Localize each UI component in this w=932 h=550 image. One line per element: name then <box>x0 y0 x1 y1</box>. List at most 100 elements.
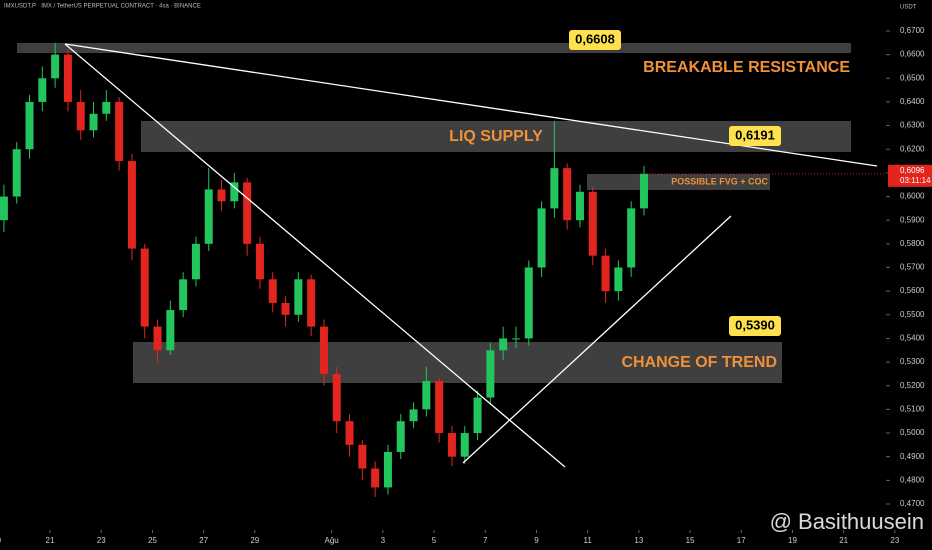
candle-body <box>563 168 572 221</box>
candle-body <box>76 101 85 131</box>
candle-body <box>383 451 392 488</box>
axis-unit: USDT <box>900 5 917 11</box>
candle-body <box>371 468 380 488</box>
x-tick-label: 17 <box>737 536 746 545</box>
x-tick-label: 11 <box>583 536 592 545</box>
y-tick-label: 0,5700 <box>900 263 925 272</box>
x-tick-label: Ağu <box>325 536 339 545</box>
price-badge <box>569 30 621 50</box>
candle-body <box>319 326 328 374</box>
candle-body <box>345 421 354 445</box>
y-tick-label: 0,5400 <box>900 334 925 343</box>
candle-body <box>38 78 47 102</box>
candle-body <box>179 279 188 311</box>
y-tick-label: 0,6700 <box>900 26 925 35</box>
candle-body <box>486 350 495 398</box>
y-tick-label: 0,6300 <box>900 121 925 130</box>
candle-body <box>460 433 469 457</box>
x-tick-label: 23 <box>890 536 899 545</box>
candle-body <box>537 208 546 268</box>
candle-body <box>307 279 316 327</box>
countdown: 03:11:14 <box>900 176 931 185</box>
x-tick-label: 23 <box>97 536 106 545</box>
candle-body <box>140 248 149 327</box>
candle-body <box>614 267 623 292</box>
candle-body <box>127 161 136 249</box>
resistance-zone <box>17 43 851 53</box>
candle-body <box>358 444 367 469</box>
candle-body <box>115 101 124 162</box>
fvg-zone <box>587 174 770 190</box>
x-tick-label: 21 <box>46 536 55 545</box>
candle-body <box>575 191 584 221</box>
y-tick-label: 0,6500 <box>900 73 925 82</box>
candle-body <box>601 255 610 292</box>
x-tick-label: 3 <box>381 536 386 545</box>
x-tick-label: 27 <box>199 536 208 545</box>
candle-body <box>268 279 277 303</box>
price-badge-label: 0,6191 <box>735 127 775 142</box>
price-badge <box>729 126 781 146</box>
trendline <box>64 43 566 468</box>
candle-body <box>332 373 341 422</box>
candle-body <box>230 182 239 202</box>
price-badge-label: 0,6608 <box>575 31 615 46</box>
y-tick-label: 0,6400 <box>900 97 925 106</box>
y-tick-label: 0,6200 <box>900 144 925 153</box>
y-tick-label: 0,5800 <box>900 239 925 248</box>
candle-body <box>409 409 418 422</box>
candle-body <box>89 113 98 131</box>
candle-body <box>473 397 482 434</box>
candle-body <box>422 381 431 410</box>
price-badge <box>729 316 781 336</box>
watermark: @ Basithuusein <box>770 509 924 534</box>
y-tick-label: 0,4700 <box>900 499 925 508</box>
y-tick-label: 0,5500 <box>900 310 925 319</box>
annotations: 0,6608 BREAKABLE RESISTANCE LIQ SUPPLY 0… <box>449 30 850 371</box>
candle-body <box>12 149 21 197</box>
zone-label: LIQ SUPPLY <box>449 128 543 145</box>
zone-label: CHANGE OF TREND <box>621 354 777 371</box>
candle-body <box>639 173 648 209</box>
candle-body <box>499 338 508 351</box>
axes: 0,4700 0,4800 0,4900 0,5000 0,5100 0,5200 0,53… <box>0 26 932 545</box>
x-tick-label: 9 <box>534 536 539 545</box>
price-badge-label: 0,5390 <box>735 317 775 332</box>
candle-body <box>447 433 456 457</box>
y-tick-label: 0,4900 <box>900 452 925 461</box>
candle-body <box>511 338 520 340</box>
candles <box>0 42 648 497</box>
candle-body <box>191 243 200 280</box>
y-tick-label: 0,5300 <box>900 357 925 366</box>
x-tick-label: 19 <box>788 536 797 545</box>
candle-body <box>627 208 636 268</box>
candle-body <box>0 196 8 221</box>
last-price-box <box>888 164 932 187</box>
y-tick-label: 0,5200 <box>900 381 925 390</box>
y-tick-label: 0,5000 <box>900 428 925 437</box>
zone-label: POSSIBLE FVG + COC <box>671 176 768 186</box>
y-tick-label: 0,5600 <box>900 286 925 295</box>
x-tick-label: 25 <box>148 536 157 545</box>
candle-body <box>102 101 111 114</box>
last-price-label: 0,6096 <box>900 166 925 175</box>
candle-body <box>294 279 303 315</box>
candle-body <box>255 243 264 280</box>
x-tick-label: 9 <box>0 536 2 545</box>
candle-body <box>281 302 290 315</box>
x-tick-label: 7 <box>483 536 488 545</box>
candle-body <box>204 189 213 244</box>
x-tick-label: 15 <box>686 536 695 545</box>
candle-body <box>435 381 444 434</box>
y-tick-label: 0,6000 <box>900 192 925 201</box>
candle-body <box>588 191 597 256</box>
x-tick-label: 5 <box>432 536 437 545</box>
candle-body <box>166 310 175 351</box>
candle-body <box>524 267 533 339</box>
y-tick-label: 0,6600 <box>900 50 925 59</box>
price-axis <box>886 0 932 530</box>
candle-body <box>396 421 405 452</box>
